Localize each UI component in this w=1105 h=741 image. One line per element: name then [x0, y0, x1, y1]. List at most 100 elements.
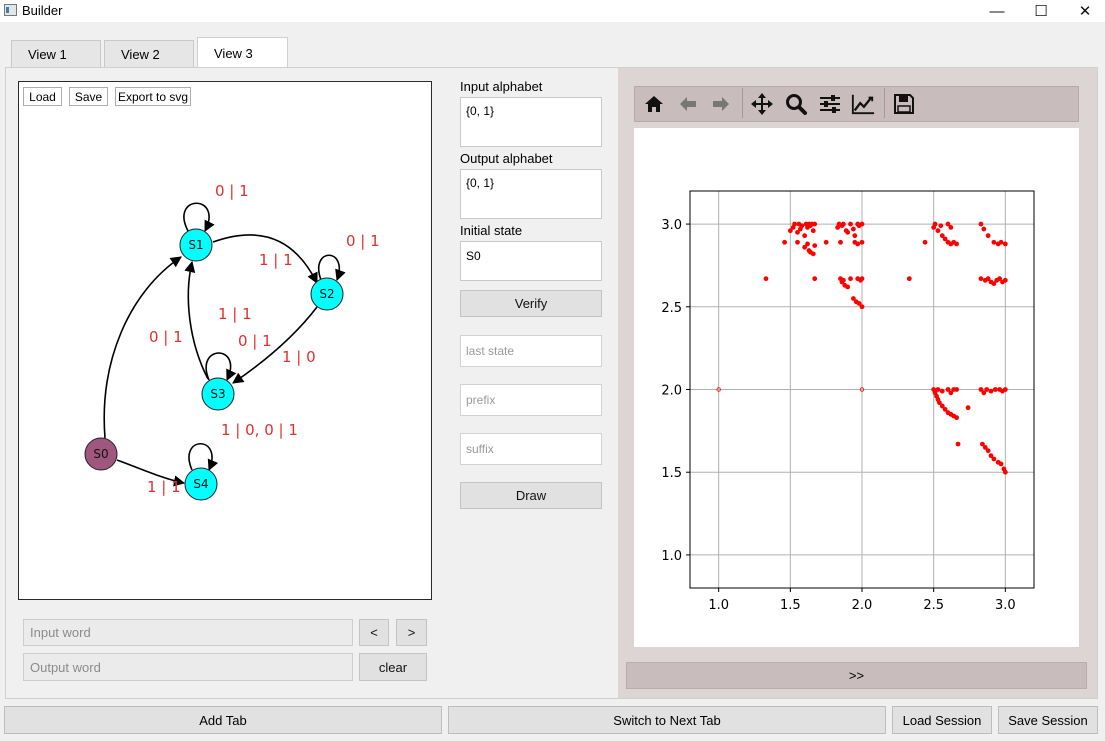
state-node-s4[interactable]: S4	[184, 467, 218, 501]
state-node-circle[interactable]	[84, 437, 118, 471]
state-node-label: S3	[210, 387, 225, 401]
state-node-label: S0	[93, 447, 108, 461]
state-node-s1[interactable]: S1	[179, 228, 213, 262]
state-node-circle[interactable]	[184, 467, 218, 501]
save-figure-icon[interactable]	[892, 92, 916, 116]
tab-view-2[interactable]: View 2	[104, 40, 194, 67]
scatter-point	[795, 229, 800, 235]
minimize-button[interactable]: —	[989, 2, 1005, 20]
y-tick-label: 1.0	[661, 549, 682, 564]
load-graph-button[interactable]: Load	[23, 87, 62, 106]
scatter-plot[interactable]: 1.0 1.5 2.0 2.5 3.0 1.0 1.5 2.0 2.5 3.0	[634, 128, 1079, 647]
output-alphabet-label: Output alphabet	[460, 151, 553, 166]
configure-subplots-icon[interactable]	[818, 92, 842, 116]
expand-button[interactable]: >>	[626, 662, 1087, 689]
x-tick-label: 1.0	[708, 598, 729, 613]
edge-label: 0 | 1	[238, 332, 272, 350]
save-graph-button[interactable]: Save	[69, 87, 108, 106]
y-tick-label: 3.0	[661, 218, 682, 233]
scatter-point	[845, 229, 851, 235]
scatter-point	[982, 444, 988, 450]
edge-label: 0 | 1	[149, 328, 183, 346]
initial-state-label: Initial state	[460, 223, 523, 238]
save-session-button[interactable]: Save Session	[998, 706, 1098, 734]
scatter-point	[939, 388, 945, 394]
graph-edge	[232, 306, 318, 384]
scatter-point	[935, 228, 941, 234]
tab-view-1[interactable]: View 1	[11, 40, 101, 67]
x-tick-label: 2.0	[852, 598, 873, 613]
tab-view-3[interactable]: View 3	[197, 37, 288, 68]
forward-arrow-icon[interactable]	[709, 92, 733, 116]
maximize-button[interactable]: ☐	[1034, 3, 1048, 20]
state-graph[interactable]: 0 | 1 1 | 1 0 | 1 1 | 0 1 | 1 0 | 1 0 | 1 1 | 1…	[19, 82, 431, 599]
y-tick-label: 2.5	[661, 301, 682, 316]
output-word-field[interactable]: Output word	[23, 653, 353, 681]
scatter-point	[991, 456, 997, 462]
plot-canvas[interactable]: 1.0 1.5 2.0 2.5 3.0 1.0 1.5 2.0 2.5 3.0	[634, 128, 1079, 647]
zoom-icon[interactable]	[784, 92, 808, 116]
x-tick-label: 3.0	[995, 598, 1016, 613]
input-word-field[interactable]: Input word	[23, 619, 353, 646]
x-tick-label: 2.5	[923, 598, 944, 613]
scatter-point	[763, 276, 769, 282]
scatter-point	[954, 387, 959, 392]
scatter-point	[948, 224, 954, 230]
scatter-point	[991, 281, 997, 287]
input-alphabet-field[interactable]: {0, 1}	[460, 97, 602, 147]
app-icon	[4, 4, 17, 16]
prefix-field[interactable]: prefix	[460, 384, 602, 416]
state-node-label: S1	[188, 238, 203, 252]
close-button[interactable]: ✕	[1078, 3, 1092, 20]
scatter-point	[981, 390, 987, 396]
state-node-s0[interactable]: S0	[84, 437, 118, 471]
pan-icon[interactable]	[750, 92, 774, 116]
scatter-point	[840, 221, 846, 227]
state-graph-panel[interactable]: 0 | 1 1 | 1 0 | 1 1 | 0 1 | 1 0 | 1 0 | 1 1 | 1…	[18, 81, 432, 600]
graph-edge	[103, 256, 182, 439]
state-node-s2[interactable]: S2	[310, 277, 344, 311]
add-tab-button[interactable]: Add Tab	[4, 706, 442, 734]
state-node-circle[interactable]	[179, 228, 213, 262]
scatter-point	[985, 448, 991, 454]
suffix-field[interactable]: suffix	[460, 433, 602, 465]
home-icon[interactable]	[642, 92, 666, 116]
load-session-button[interactable]: Load Session	[892, 706, 992, 734]
verify-button[interactable]: Verify	[460, 290, 602, 317]
output-alphabet-field[interactable]: {0, 1}	[460, 169, 602, 219]
scatter-point	[998, 461, 1004, 467]
prev-step-button[interactable]: <	[359, 619, 389, 646]
last-state-field[interactable]: last state	[460, 335, 602, 367]
scatter-point	[978, 221, 984, 227]
x-tick-label: 1.5	[780, 598, 801, 613]
scatter-point	[848, 221, 853, 227]
state-node-circle[interactable]	[201, 377, 235, 411]
next-step-button[interactable]: >	[396, 619, 427, 646]
scatter-point	[988, 388, 994, 394]
edge-label: 1 | 1	[218, 305, 252, 323]
state-node-s3[interactable]: S3	[201, 377, 235, 411]
scatter-point	[932, 221, 938, 227]
export-svg-button[interactable]: Export to svg	[115, 87, 191, 106]
graph-edge	[183, 202, 215, 232]
scatter-point	[1002, 387, 1008, 392]
state-node-circle[interactable]	[310, 277, 344, 311]
back-arrow-icon[interactable]	[676, 92, 700, 116]
scatter-point	[998, 239, 1004, 245]
clear-button[interactable]: clear	[359, 653, 427, 681]
scatter-point	[851, 296, 856, 301]
scatter-point	[906, 276, 912, 282]
toolbar-separator	[742, 88, 743, 118]
graph-edge	[188, 442, 219, 472]
initial-state-field[interactable]: S0	[460, 241, 602, 281]
draw-button[interactable]: Draw	[460, 482, 602, 509]
scatter-point	[859, 239, 865, 245]
switch-tab-button[interactable]: Switch to Next Tab	[448, 706, 886, 734]
scatter-point	[795, 239, 800, 245]
scatter-point	[939, 403, 945, 409]
scatter-point	[1002, 241, 1008, 247]
scatter-point	[852, 233, 858, 239]
edit-axis-icon[interactable]	[851, 92, 875, 116]
scatter-point	[799, 223, 805, 229]
scatter-point	[992, 387, 998, 392]
